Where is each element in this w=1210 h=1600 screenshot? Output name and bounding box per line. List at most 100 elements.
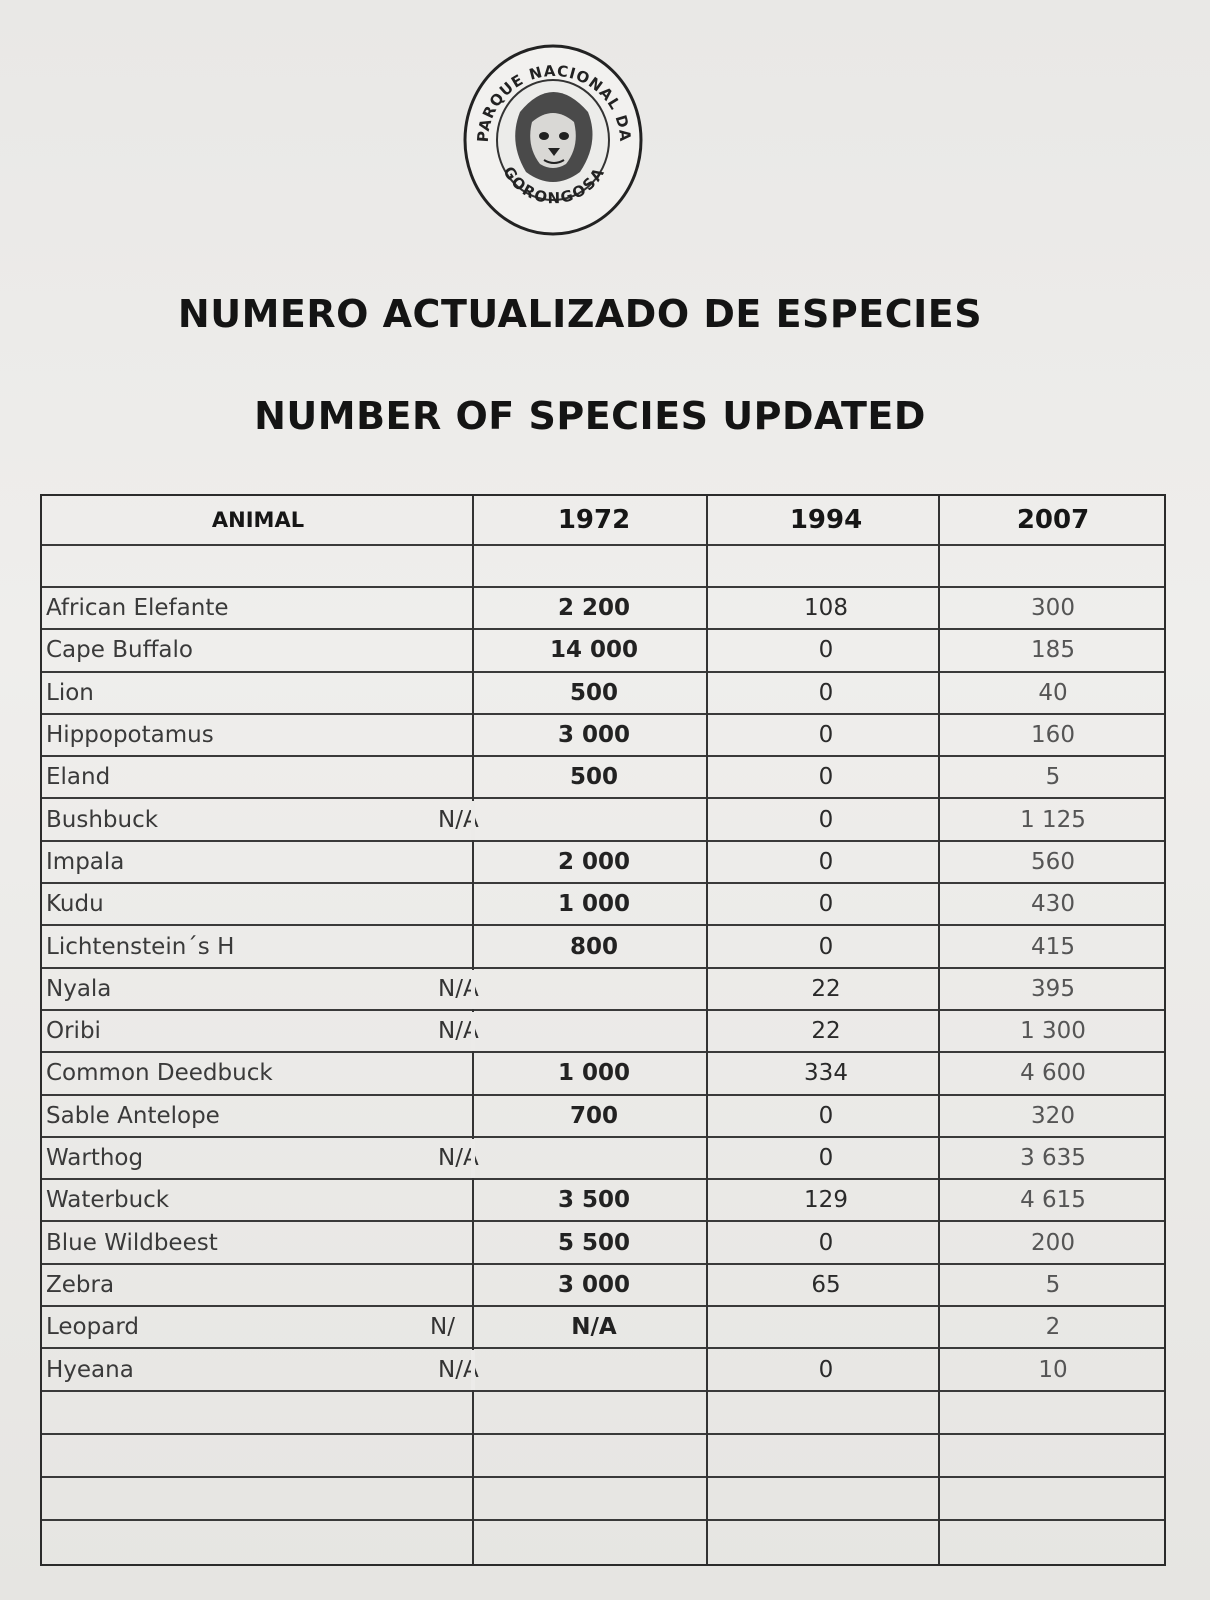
table-row: Waterbuck 3 500 129 4 615 [42,1180,1164,1223]
table-header-row: ANIMAL 1972 1994 2007 [42,496,1164,546]
cell-2007: 200 [1031,1229,1075,1256]
cell-animal: Blue Wildbeest [46,1229,218,1256]
table-row: Bushbuck N/A 0 1 125 [42,800,1164,842]
table-row: Eland 500 0 5 [42,757,1164,800]
cell-animal: Cape Buffalo [46,637,193,664]
cell-2007: 10 [1038,1356,1068,1383]
cell-1994: 0 [818,1102,834,1129]
cell-1972: 3 000 [557,722,631,749]
cell-1972: 500 [569,764,618,791]
merged-cell-gap [471,1138,475,1179]
cell-2007: 300 [1031,595,1075,622]
table-row: Impala 2 000 0 560 [42,842,1164,885]
table-row: Hyeana N/A 0 10 [42,1349,1164,1392]
cell-animal: Oribi [46,1018,101,1045]
cell-1994: 0 [818,679,834,706]
cell-1972: 700 [569,1102,618,1129]
cell-1972: 3 500 [557,1187,631,1214]
title-portuguese: NUMERO ACTUALIZADO DE ESPECIES [177,292,983,336]
cell-animal: Hippopotamus [46,722,214,749]
cell-animal: Bushbuck [46,806,159,833]
cell-2007: 5 [1045,764,1061,791]
cell-1972: 3 000 [557,1271,631,1298]
cell-2007: 4 600 [1020,1060,1086,1087]
table-row: Sable Antelope 700 0 320 [42,1096,1164,1138]
cell-1994: 0 [818,637,834,664]
cell-1994: 0 [818,1356,834,1383]
cell-1972: 2 200 [557,595,631,622]
cell-2007: 560 [1031,848,1075,875]
table-row: Leopard N/N/A 2 [42,1307,1164,1350]
cell-animal: African Elefante [46,595,229,622]
cell-animal: Kudu [46,891,104,918]
cell-1994: 22 [811,1018,841,1045]
merged-cell-gap [471,969,475,1009]
table-empty-row [42,1392,1164,1435]
cell-animal: Nyala [46,975,112,1002]
cell-animal: Lichtenstein´s H [46,933,235,960]
cell-1994: 334 [804,1060,848,1087]
cell-animal: Waterbuck [46,1187,170,1214]
cell-1972: 14 000 [549,637,639,664]
merged-cell-gap [471,800,475,840]
cell-2007: 320 [1031,1102,1075,1129]
merged-cell-gap [471,1350,475,1390]
merged-cell-gap [471,1012,475,1052]
header-1994: 1994 [789,505,863,535]
cell-animal: Lion [46,679,94,706]
table-empty-row [42,1521,1164,1564]
header-1972: 1972 [557,505,631,535]
cell-1994: 0 [818,806,834,833]
cell-1994: 0 [818,1145,834,1172]
title-english: NUMBER OF SPECIES UPDATED [254,394,926,438]
cell-animal: Warthog [46,1145,144,1172]
header-animal: ANIMAL [211,508,305,532]
cell-2007: 160 [1031,722,1075,749]
table-row: Common Deedbuck 1 000 334 4 600 [42,1053,1164,1096]
table-row: Kudu 1 000 0 430 [42,884,1164,927]
park-seal-logo: PARQUE NACIONAL DA GORONGOSA [463,44,643,236]
cell-2007: 3 635 [1020,1145,1086,1172]
table-row: Warthog N/A 0 3 635 [42,1138,1164,1181]
cell-1994: 108 [804,595,848,622]
cell-2007: 185 [1031,637,1075,664]
cell-2007: 415 [1031,933,1075,960]
cell-2007: 4 615 [1020,1187,1086,1214]
cell-1972: 1 000 [557,891,631,918]
table-empty-row [42,1435,1164,1478]
cell-2007: 430 [1031,891,1075,918]
cell-animal: Hyeana [46,1356,134,1383]
cell-2007: 1 125 [1020,806,1086,833]
table-blank-row [42,546,1164,588]
cell-1972: 800 [569,933,618,960]
cell-1994: 0 [818,891,834,918]
cell-1972: 2 000 [557,848,631,875]
column-divider [706,496,708,1564]
cell-animal: Zebra [46,1271,115,1298]
cell-1994: 0 [818,764,834,791]
cell-animal: Eland [46,764,111,791]
table-empty-row [42,1478,1164,1521]
cell-note: N/ [430,1314,455,1341]
cell-animal: Leopard [46,1314,139,1341]
cell-1972: 5 500 [557,1229,631,1256]
cell-1994: 0 [818,722,834,749]
cell-1972: N/A [571,1314,617,1341]
cell-animal: Common Deedbuck [46,1060,273,1087]
cell-1994: 129 [804,1187,848,1214]
cell-2007: 395 [1031,975,1075,1002]
table-row: Zebra 3 000 65 5 [42,1265,1164,1308]
cell-1994: 65 [811,1271,841,1298]
cell-animal: Impala [46,848,125,875]
table-row: Nyala N/A 22 395 [42,969,1164,1011]
cell-animal: Sable Antelope [46,1102,220,1129]
cell-2007: 2 [1045,1314,1061,1341]
cell-1994: 0 [818,1229,834,1256]
cell-2007: 40 [1038,679,1068,706]
table-row: Cape Buffalo 14 000 0 185 [42,630,1164,673]
table-row: Blue Wildbeest 5 500 0 200 [42,1223,1164,1265]
table-row: Oribi N/A 22 1 300 [42,1011,1164,1054]
cell-1994: 0 [818,933,834,960]
table-row: African Elefante 2 200 108 300 [42,588,1164,631]
